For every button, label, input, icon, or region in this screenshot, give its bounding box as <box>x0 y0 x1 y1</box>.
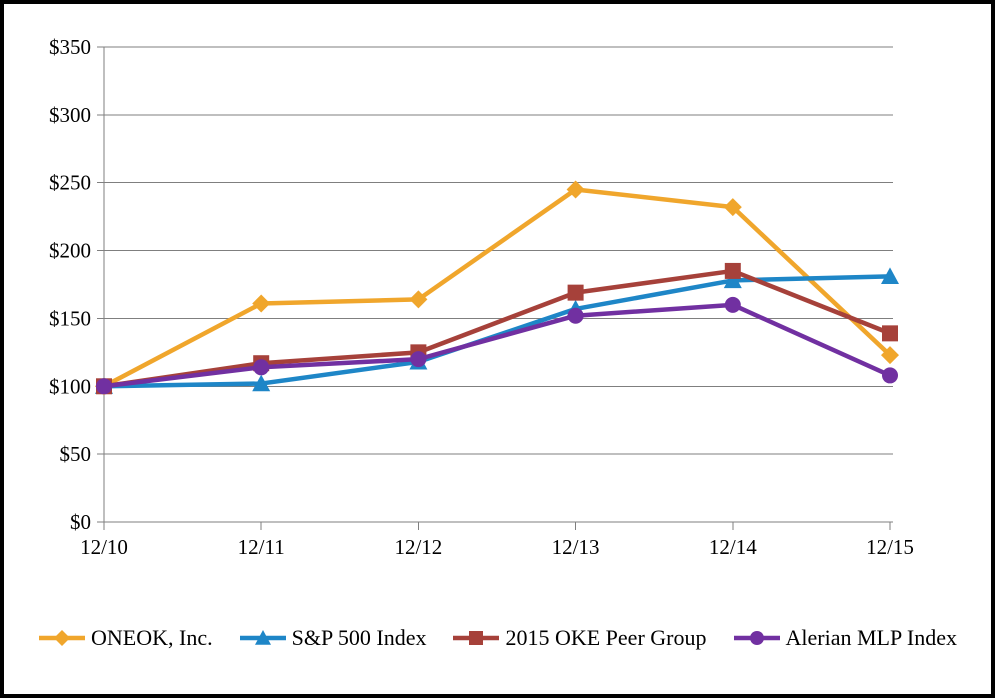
triangle-marker-icon <box>254 630 271 645</box>
diamond-marker-icon <box>252 294 271 313</box>
diamond-marker-icon <box>723 198 742 217</box>
diamond-marker-icon <box>54 630 71 646</box>
y-axis-tick-label: $50 <box>60 442 92 466</box>
triangle-marker-icon <box>723 271 742 289</box>
gridlines <box>104 46 893 455</box>
circle-marker-icon <box>410 351 427 368</box>
x-axis-tick-label: 12/11 <box>238 535 285 559</box>
square-marker-icon <box>469 631 484 645</box>
y-axis-tick-label: $250 <box>49 171 91 195</box>
legend-item-2015-oke-peer-group: 2015 OKE Peer Group <box>452 625 707 650</box>
triangle-marker-icon <box>252 374 271 392</box>
square-marker-icon <box>724 262 741 279</box>
y-axis-tick-label: $150 <box>49 306 91 330</box>
circle-marker-icon <box>567 307 584 324</box>
square-legend-marker-icon <box>453 631 500 645</box>
series-lines <box>95 180 899 396</box>
triangle-marker-icon <box>881 267 899 285</box>
series-line <box>101 268 893 389</box>
axis-labels: $0 $50 $100 $150 $200 $250 $300 $350 12/10 12/11 1… <box>49 35 914 559</box>
y-axis-tick-label: $350 <box>49 35 91 59</box>
legend-label: S&P 500 Index <box>291 625 427 650</box>
series-line <box>101 302 893 389</box>
legend-label: 2015 OKE Peer Group <box>505 625 707 650</box>
triangle-legend-marker-icon <box>239 630 286 645</box>
series-line <box>101 187 893 389</box>
y-axis-tick-label: $300 <box>49 103 91 127</box>
performance-chart: $0 $50 $100 $150 $200 $250 $300 $350 12/10 12/11 1… <box>49 35 914 559</box>
x-axis-tick-label: 12/12 <box>394 535 442 559</box>
circle-marker-icon <box>724 296 741 313</box>
square-marker-icon <box>567 284 584 301</box>
legend-label: Alerian MLP Index <box>785 625 957 650</box>
diamond-marker-icon <box>881 346 899 365</box>
y-axis-tick-label: $100 <box>49 374 91 398</box>
legend-item-oneok-inc: ONEOK, Inc. <box>38 627 213 649</box>
y-axis-tick-label: $200 <box>49 239 91 263</box>
circle-marker-icon <box>882 367 898 384</box>
legend-item-alerian-mlp-index: Alerian MLP Index <box>733 627 957 649</box>
legend-item-s-p-500-index: S&P 500 Index <box>239 625 427 650</box>
y-axis-tick-label: $0 <box>70 510 91 534</box>
circle-marker-icon <box>749 631 764 645</box>
diamond-marker-icon <box>409 290 428 309</box>
chart-legend: ONEOK, Inc. S&P 500 Index 2015 OKE Peer Gr… <box>4 618 991 658</box>
diamond-marker-icon <box>566 180 585 199</box>
x-axis-tick-label: 12/15 <box>866 535 914 559</box>
square-marker-icon <box>882 325 898 342</box>
x-axis-tick-label: 12/13 <box>552 535 600 559</box>
circle-marker-icon <box>96 378 112 395</box>
x-axis-tick-label: 12/14 <box>709 535 757 559</box>
x-axis-tick-label: 12/10 <box>80 535 128 559</box>
legend-label: ONEOK, Inc. <box>91 625 213 650</box>
series-alerian-mlp-index <box>96 296 898 395</box>
circle-legend-marker-icon <box>733 631 780 645</box>
circle-marker-icon <box>253 359 270 376</box>
diamond-legend-marker-icon <box>39 630 86 646</box>
axes <box>97 46 893 530</box>
